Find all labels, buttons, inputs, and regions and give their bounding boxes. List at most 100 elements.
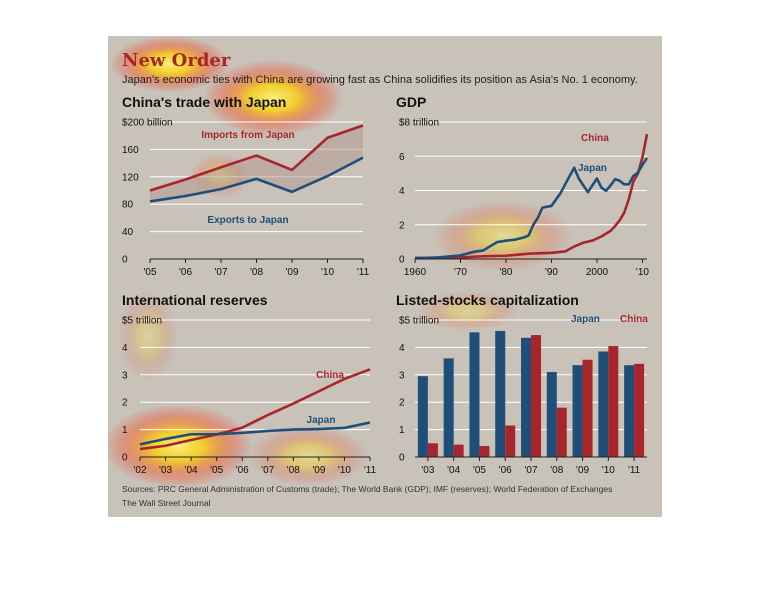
y-tick-label: 0 bbox=[399, 255, 405, 266]
y-tick-label: 4 bbox=[122, 343, 128, 354]
x-tick-label: '02 bbox=[133, 465, 146, 476]
x-tick-label: '10 bbox=[602, 465, 615, 476]
bar bbox=[634, 363, 645, 457]
series-line bbox=[149, 124, 364, 192]
y-tick-label: 3 bbox=[122, 370, 128, 381]
sources-note: Sources: PRC General Administration of C… bbox=[122, 484, 613, 494]
bar bbox=[505, 425, 516, 457]
bar bbox=[495, 330, 506, 457]
infographic-panel: New Order Japan's economic ties with Chi… bbox=[108, 36, 662, 517]
x-tick-label: '07 bbox=[261, 465, 274, 476]
bar bbox=[546, 372, 557, 457]
x-tick-label: '06 bbox=[499, 465, 512, 476]
x-tick-label: '09 bbox=[285, 267, 298, 278]
y-tick-label: 2 bbox=[399, 398, 405, 409]
trade-chart: 0 40 80 120 160 $200 billion '05 '06 '07 '08 '09 '1… bbox=[122, 118, 370, 279]
bar bbox=[531, 335, 541, 457]
x-tick-label: '05 bbox=[473, 465, 486, 476]
page-title: New Order bbox=[122, 50, 231, 71]
y-tick-label: 0 bbox=[122, 255, 128, 266]
y-tick-label: 6 bbox=[399, 152, 405, 163]
series-label: Exports to Japan bbox=[207, 215, 288, 226]
y-tick-label: 4 bbox=[399, 343, 405, 354]
x-tick-label: '09 bbox=[576, 465, 589, 476]
x-tick-label: '08 bbox=[287, 465, 300, 476]
y-tick-label: 1 bbox=[399, 425, 405, 436]
x-tick-label: '07 bbox=[524, 465, 537, 476]
series-line bbox=[414, 133, 649, 260]
x-tick-label: 1960 bbox=[404, 267, 427, 278]
y-tick-label: 0 bbox=[122, 453, 128, 464]
reserves-chart: 0 1 2 3 4 $5 trillion '02 '03 '04 '05 '06 '07 '08 '09… bbox=[122, 316, 377, 477]
series-gap-fill bbox=[150, 125, 363, 202]
series-label: Japan bbox=[578, 163, 607, 174]
series-line bbox=[414, 157, 649, 260]
x-tick-label: '08 bbox=[550, 465, 563, 476]
stocks-chart: 0 1 2 3 4 $5 trillion '03 '04 '05 '06 '07 '08 '09 '10… bbox=[399, 314, 648, 476]
y-tick-label: 1 bbox=[122, 425, 128, 436]
y-tick-label: 0 bbox=[399, 453, 405, 464]
y-tick-label: 4 bbox=[399, 186, 405, 197]
x-tick-label: 2000 bbox=[586, 267, 609, 278]
bar bbox=[479, 446, 490, 457]
x-tick-label: '04 bbox=[185, 465, 198, 476]
credit-note: The Wall Street Journal bbox=[122, 498, 211, 508]
series-line bbox=[139, 421, 371, 446]
x-tick-label: '11 bbox=[364, 465, 377, 476]
x-tick-label: '10 bbox=[636, 267, 649, 278]
bar bbox=[521, 337, 531, 457]
bar bbox=[469, 332, 480, 457]
chart-title-gdp: GDP bbox=[396, 94, 427, 110]
series-label: Imports from Japan bbox=[201, 130, 294, 141]
x-tick-label: '07 bbox=[214, 267, 227, 278]
bar bbox=[443, 358, 454, 457]
series-label: Japan bbox=[307, 415, 336, 426]
series-label: China bbox=[620, 314, 648, 325]
bar bbox=[624, 365, 635, 457]
y-tick-label: $5 trillion bbox=[122, 316, 162, 327]
x-tick-label: '90 bbox=[545, 267, 558, 278]
x-tick-label: '08 bbox=[250, 267, 263, 278]
series-line bbox=[149, 156, 364, 203]
x-tick-label: '70 bbox=[454, 267, 467, 278]
y-tick-label: 160 bbox=[122, 145, 139, 156]
x-tick-label: '80 bbox=[499, 267, 512, 278]
chart-title-trade: China's trade with Japan bbox=[122, 94, 287, 110]
chart-title-stocks: Listed-stocks capitalization bbox=[396, 292, 579, 308]
x-tick-label: '11 bbox=[357, 267, 370, 278]
gdp-chart: 0 2 4 6 $8 trillion 1960 '70 '80 '90 2000 '10 China… bbox=[399, 118, 649, 279]
chart-title-reserves: International reserves bbox=[122, 292, 268, 308]
y-tick-label: $200 billion bbox=[122, 118, 173, 129]
y-tick-label: 2 bbox=[399, 220, 405, 231]
bar bbox=[582, 359, 593, 457]
x-tick-label: '05 bbox=[143, 267, 156, 278]
x-tick-label: '06 bbox=[236, 465, 249, 476]
bar bbox=[572, 365, 583, 457]
y-tick-label: 120 bbox=[122, 172, 139, 183]
series-label: China bbox=[581, 133, 609, 144]
bar bbox=[608, 346, 619, 457]
x-tick-label: '03 bbox=[159, 465, 172, 476]
y-tick-label: 80 bbox=[122, 200, 134, 211]
bar bbox=[556, 407, 567, 457]
x-tick-label: '04 bbox=[447, 465, 460, 476]
x-tick-label: '11 bbox=[628, 465, 641, 476]
series-label: Japan bbox=[571, 314, 600, 325]
bar bbox=[427, 443, 438, 457]
y-tick-label: $5 trillion bbox=[399, 316, 439, 327]
series-line bbox=[139, 368, 371, 451]
y-tick-label: 40 bbox=[122, 227, 134, 238]
bar bbox=[453, 444, 464, 457]
bar bbox=[417, 376, 428, 457]
x-tick-label: '09 bbox=[312, 465, 325, 476]
x-tick-label: '03 bbox=[421, 465, 434, 476]
x-tick-label: '10 bbox=[338, 465, 351, 476]
y-tick-label: $8 trillion bbox=[399, 118, 439, 129]
y-tick-label: 2 bbox=[122, 398, 128, 409]
page-subtitle: Japan's economic ties with China are gro… bbox=[122, 74, 638, 86]
bar bbox=[598, 351, 609, 457]
series-label: China bbox=[316, 370, 344, 381]
x-tick-label: '10 bbox=[321, 267, 334, 278]
x-tick-label: '05 bbox=[210, 465, 223, 476]
y-tick-label: 3 bbox=[399, 370, 405, 381]
